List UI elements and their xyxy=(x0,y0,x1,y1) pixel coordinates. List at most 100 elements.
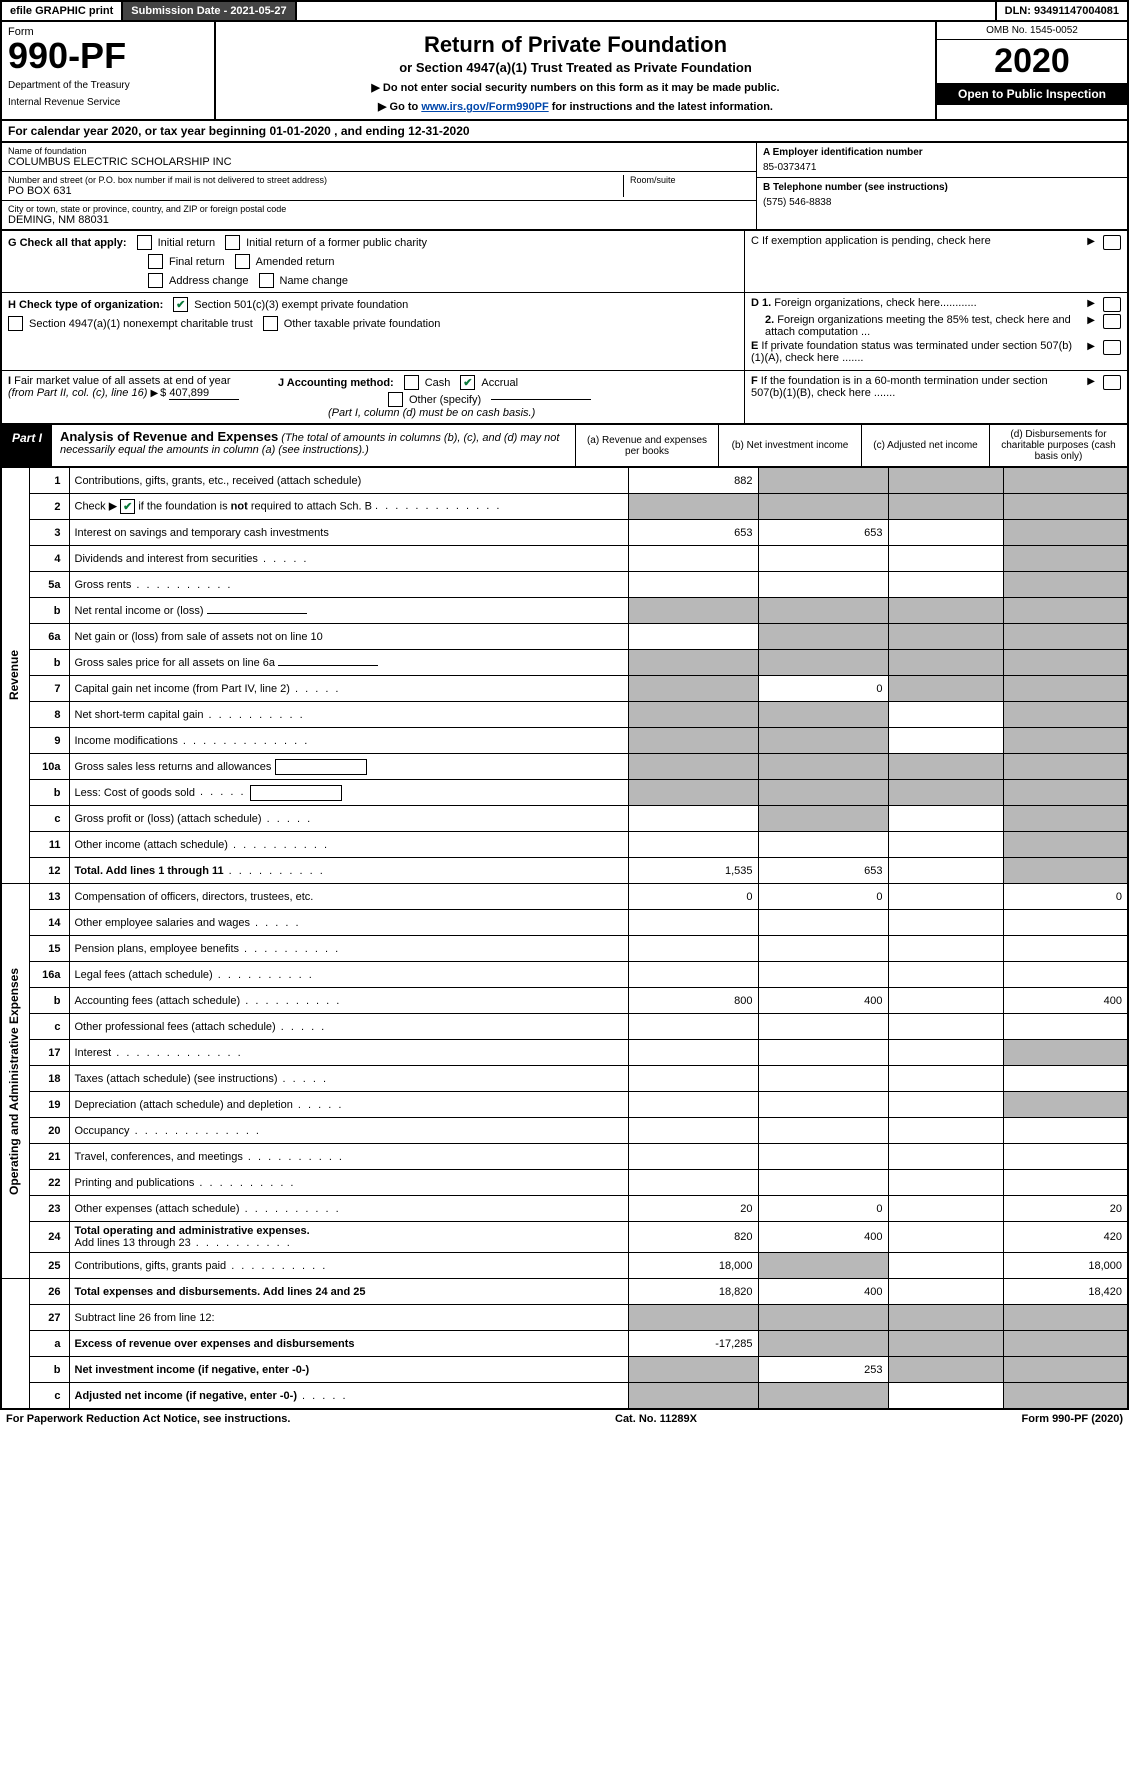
chk-other-method[interactable] xyxy=(388,392,403,407)
num-12: 12 xyxy=(29,858,69,884)
ident-left: Name of foundation COLUMBUS ELECTRIC SCH… xyxy=(2,143,757,229)
chk-amended[interactable] xyxy=(235,254,250,269)
footer: For Paperwork Reduction Act Notice, see … xyxy=(0,1410,1129,1428)
lbl-initial: Initial return xyxy=(158,237,215,249)
desc-21: Travel, conferences, and meetings xyxy=(69,1144,628,1170)
row-10a: 10a Gross sales less returns and allowan… xyxy=(1,754,1128,780)
val-19a xyxy=(628,1092,758,1118)
desc-14: Other employee salaries and wages xyxy=(69,910,628,936)
val-8b xyxy=(758,702,888,728)
other-specify-line xyxy=(491,399,591,400)
desc-6b: Gross sales price for all assets on line… xyxy=(69,650,628,676)
val-27ab xyxy=(758,1331,888,1357)
dots-icon xyxy=(194,1177,295,1189)
desc-10c: Gross profit or (loss) (attach schedule) xyxy=(69,806,628,832)
val-10aa xyxy=(628,754,758,780)
lbl-4947: Section 4947(a)(1) nonexempt charitable … xyxy=(29,318,253,330)
col-d: (d) Disbursements for charitable purpose… xyxy=(989,425,1127,466)
desc-10b: Less: Cost of goods sold xyxy=(69,780,628,806)
val-24d: 420 xyxy=(1003,1222,1128,1253)
val-19d xyxy=(1003,1092,1128,1118)
val-17c xyxy=(888,1040,1003,1066)
row-10b: b Less: Cost of goods sold xyxy=(1,780,1128,806)
note2-post: for instructions and the latest informat… xyxy=(549,101,773,113)
lbl-name-change: Name change xyxy=(280,275,349,287)
desc-2-pre: Check ▶ xyxy=(75,500,118,512)
form-link[interactable]: www.irs.gov/Form990PF xyxy=(421,101,548,113)
num-13: 13 xyxy=(29,884,69,910)
chk-f[interactable] xyxy=(1103,375,1121,390)
section-h-row: H Check type of organization: Section 50… xyxy=(0,293,1129,371)
chk-d2[interactable] xyxy=(1103,314,1121,329)
inline-box-icon xyxy=(250,785,342,801)
num-4: 4 xyxy=(29,546,69,572)
row-18: 18 Taxes (attach schedule) (see instruct… xyxy=(1,1066,1128,1092)
arrow-icon xyxy=(1087,340,1097,352)
val-22b xyxy=(758,1170,888,1196)
chk-addr-change[interactable] xyxy=(148,273,163,288)
chk-final[interactable] xyxy=(148,254,163,269)
num-7: 7 xyxy=(29,676,69,702)
section-g: G Check all that apply: Initial return I… xyxy=(2,231,744,292)
val-16cb xyxy=(758,1014,888,1040)
dots-icon xyxy=(213,969,314,981)
desc-2-post: if the foundation is not required to att… xyxy=(138,500,372,512)
row-6a: 6a Net gain or (loss) from sale of asset… xyxy=(1,624,1128,650)
col-heads: (a) Revenue and expenses per books (b) N… xyxy=(575,425,1127,466)
name-label: Name of foundation xyxy=(8,146,750,156)
chk-initial[interactable] xyxy=(137,235,152,250)
row-5b: b Net rental income or (loss) xyxy=(1,598,1128,624)
chk-501c3[interactable] xyxy=(173,297,188,312)
dots-icon xyxy=(178,735,309,747)
chk-cash[interactable] xyxy=(404,375,419,390)
chk-other-taxable[interactable] xyxy=(263,316,278,331)
val-27ac xyxy=(888,1331,1003,1357)
chk-d1[interactable] xyxy=(1103,297,1121,312)
val-1c xyxy=(888,468,1003,494)
val-23d: 20 xyxy=(1003,1196,1128,1222)
side-revenue: Revenue xyxy=(1,468,29,884)
val-16bb: 400 xyxy=(758,988,888,1014)
val-27aa: -17,285 xyxy=(628,1331,758,1357)
desc-25: Contributions, gifts, grants paid xyxy=(69,1253,628,1279)
val-6ba xyxy=(628,650,758,676)
dots-icon xyxy=(191,1237,292,1249)
num-16a: 16a xyxy=(29,962,69,988)
chk-4947[interactable] xyxy=(8,316,23,331)
chk-initial-former[interactable] xyxy=(225,235,240,250)
val-12d xyxy=(1003,858,1128,884)
dots-icon xyxy=(262,813,313,825)
val-27ba xyxy=(628,1357,758,1383)
chk-name-change[interactable] xyxy=(259,273,274,288)
row-13: Operating and Administrative Expenses 13… xyxy=(1,884,1128,910)
chk-sch-b[interactable] xyxy=(120,499,135,514)
desc-27c: Adjusted net income (if negative, enter … xyxy=(69,1383,628,1410)
val-11b xyxy=(758,832,888,858)
chk-e[interactable] xyxy=(1103,340,1121,355)
val-6aa xyxy=(628,624,758,650)
val-24c xyxy=(888,1222,1003,1253)
row-27a: a Excess of revenue over expenses and di… xyxy=(1,1331,1128,1357)
num-27a: a xyxy=(29,1331,69,1357)
row-19: 19 Depreciation (attach schedule) and de… xyxy=(1,1092,1128,1118)
val-6ac xyxy=(888,624,1003,650)
arrow-icon xyxy=(1087,297,1097,309)
val-21d xyxy=(1003,1144,1128,1170)
lbl-amended: Amended return xyxy=(256,256,335,268)
chk-c[interactable] xyxy=(1103,235,1121,250)
dots-icon xyxy=(204,709,305,721)
c-label: C If exemption application is pending, c… xyxy=(751,235,1081,247)
val-21b xyxy=(758,1144,888,1170)
val-11d xyxy=(1003,832,1128,858)
val-23c xyxy=(888,1196,1003,1222)
chk-accrual[interactable] xyxy=(460,375,475,390)
val-21c xyxy=(888,1144,1003,1170)
val-15d xyxy=(1003,936,1128,962)
val-5aa xyxy=(628,572,758,598)
omb-number: OMB No. 1545-0052 xyxy=(937,22,1127,40)
dots-icon xyxy=(375,500,501,512)
row-23: 23 Other expenses (attach schedule) 20 0… xyxy=(1,1196,1128,1222)
row-14: 14 Other employee salaries and wages xyxy=(1,910,1128,936)
val-1a: 882 xyxy=(628,468,758,494)
val-4d xyxy=(1003,546,1128,572)
